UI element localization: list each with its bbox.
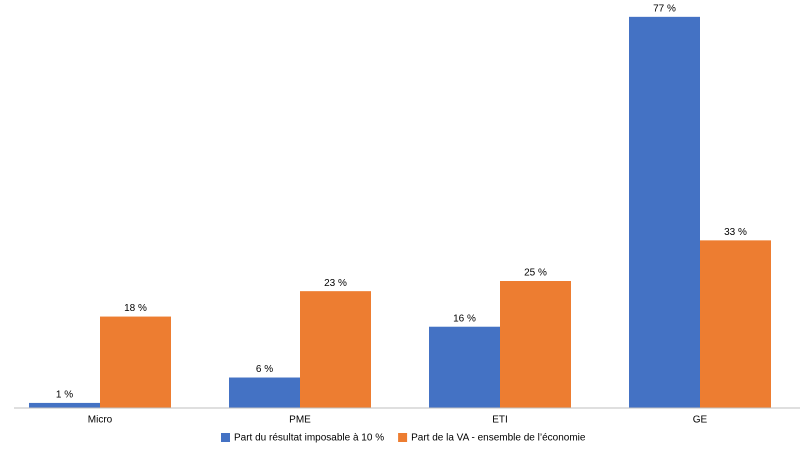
bar [429, 326, 500, 408]
x-tick-label: Micro [88, 415, 113, 426]
value-label: 6 % [256, 364, 273, 375]
value-label: 23 % [324, 278, 347, 289]
bar [229, 377, 300, 408]
legend-label: Part du résultat imposable à 10 % [234, 433, 384, 444]
x-tick-label: PME [289, 415, 311, 426]
x-tick-label: ETI [492, 415, 508, 426]
value-label: 25 % [524, 268, 547, 279]
bar [629, 16, 700, 409]
bar [300, 291, 371, 408]
value-label: 16 % [453, 313, 476, 324]
x-tick-label: GE [693, 415, 708, 426]
value-label: 18 % [124, 303, 147, 314]
legend-swatch [221, 433, 230, 442]
value-label: 33 % [724, 227, 747, 238]
legend-swatch [398, 433, 408, 442]
bar [700, 240, 771, 408]
bar [29, 402, 100, 408]
legend-label: Part de la VA - ensemble de l’économie [411, 433, 586, 444]
bar [500, 281, 571, 408]
value-label: 77 % [653, 3, 676, 14]
value-label: 1 % [56, 390, 73, 401]
bar [100, 316, 171, 408]
